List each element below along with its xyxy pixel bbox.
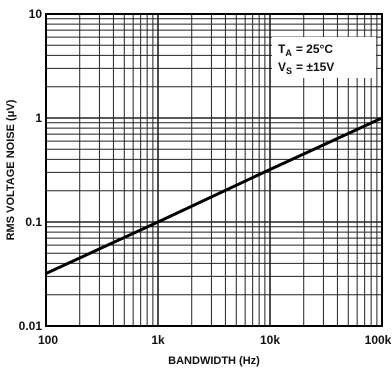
y-tick-label: 10 xyxy=(29,7,43,21)
series-layer xyxy=(45,116,383,275)
x-tick-label: 100 xyxy=(38,333,58,347)
x-tick-label: 1k xyxy=(151,333,165,347)
vs-annotation: VS = ±15V xyxy=(278,60,334,76)
y-tick-label: 1 xyxy=(35,111,42,125)
y-tick-label: 0.01 xyxy=(19,319,43,333)
y-axis-title: RMS VOLTAGE NOISE (μV) xyxy=(5,99,17,240)
y-tick-label: 0.1 xyxy=(25,215,42,229)
plot-frame xyxy=(45,13,383,327)
y-tick-labels: 10 1 0.1 0.01 xyxy=(19,7,43,333)
annotation-box xyxy=(272,37,376,78)
x-axis-title: BANDWIDTH (Hz) xyxy=(168,355,260,367)
ta-annotation: TA = 25°C xyxy=(278,42,333,58)
x-tick-label: 100k xyxy=(365,333,392,347)
noise-curve-line xyxy=(45,116,383,275)
x-tick-labels: 100 1k 10k 100k xyxy=(38,333,392,347)
x-tick-label: 10k xyxy=(260,333,280,347)
